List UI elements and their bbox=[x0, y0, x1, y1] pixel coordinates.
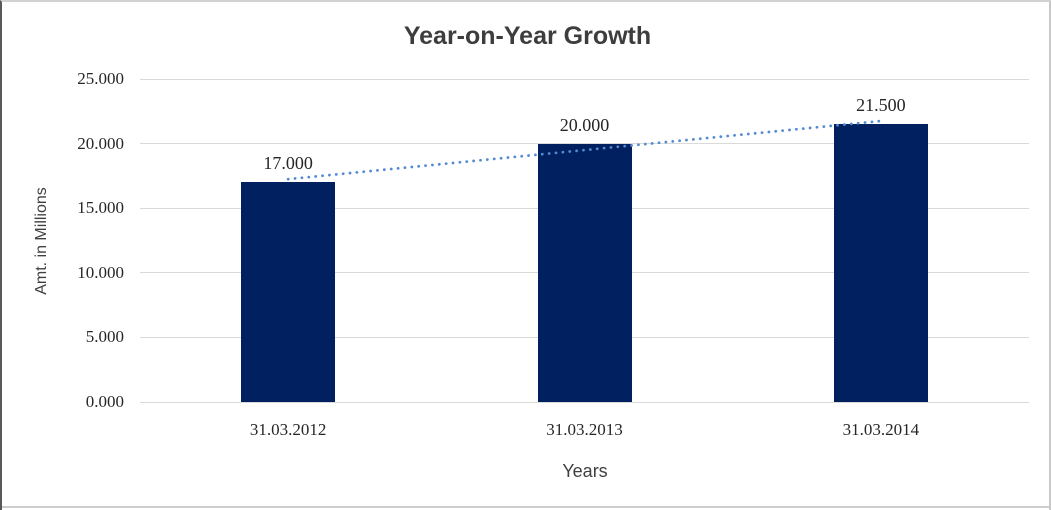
y-tick-label: 5.000 bbox=[85, 327, 124, 347]
x-tick-label: 31.03.2014 bbox=[842, 420, 920, 439]
bottom-border-rule bbox=[2, 506, 1049, 508]
y-tick-label: 10.000 bbox=[77, 262, 124, 282]
bar-data-label: 21.500 bbox=[856, 95, 906, 116]
x-axis-title: Years bbox=[562, 461, 608, 481]
x-tick-label: 31.03.2013 bbox=[546, 420, 623, 439]
gridline bbox=[140, 78, 1029, 80]
bar-data-label: 20.000 bbox=[559, 114, 610, 135]
bar-31.03.2012 bbox=[241, 182, 336, 402]
trendline bbox=[286, 119, 883, 181]
gridline bbox=[140, 143, 1029, 145]
plot-area: 17.000 20.000 21.500 bbox=[140, 78, 1029, 403]
x-tick-label: 31.03.2012 bbox=[249, 420, 327, 439]
bar-31.03.2014 bbox=[833, 124, 928, 402]
y-axis-title: Amt. in Millions bbox=[33, 187, 50, 295]
chart-title: Year-on-Year Growth bbox=[403, 22, 652, 50]
y-tick-label: 25.000 bbox=[77, 69, 124, 88]
y-tick-label: 15.000 bbox=[77, 198, 124, 218]
y-tick-label: 0.000 bbox=[85, 392, 124, 411]
bar-data-label: 17.000 bbox=[263, 153, 313, 174]
bar-31.03.2013 bbox=[537, 143, 632, 402]
gridline bbox=[140, 401, 1029, 403]
y-tick-label: 20.000 bbox=[77, 133, 124, 153]
